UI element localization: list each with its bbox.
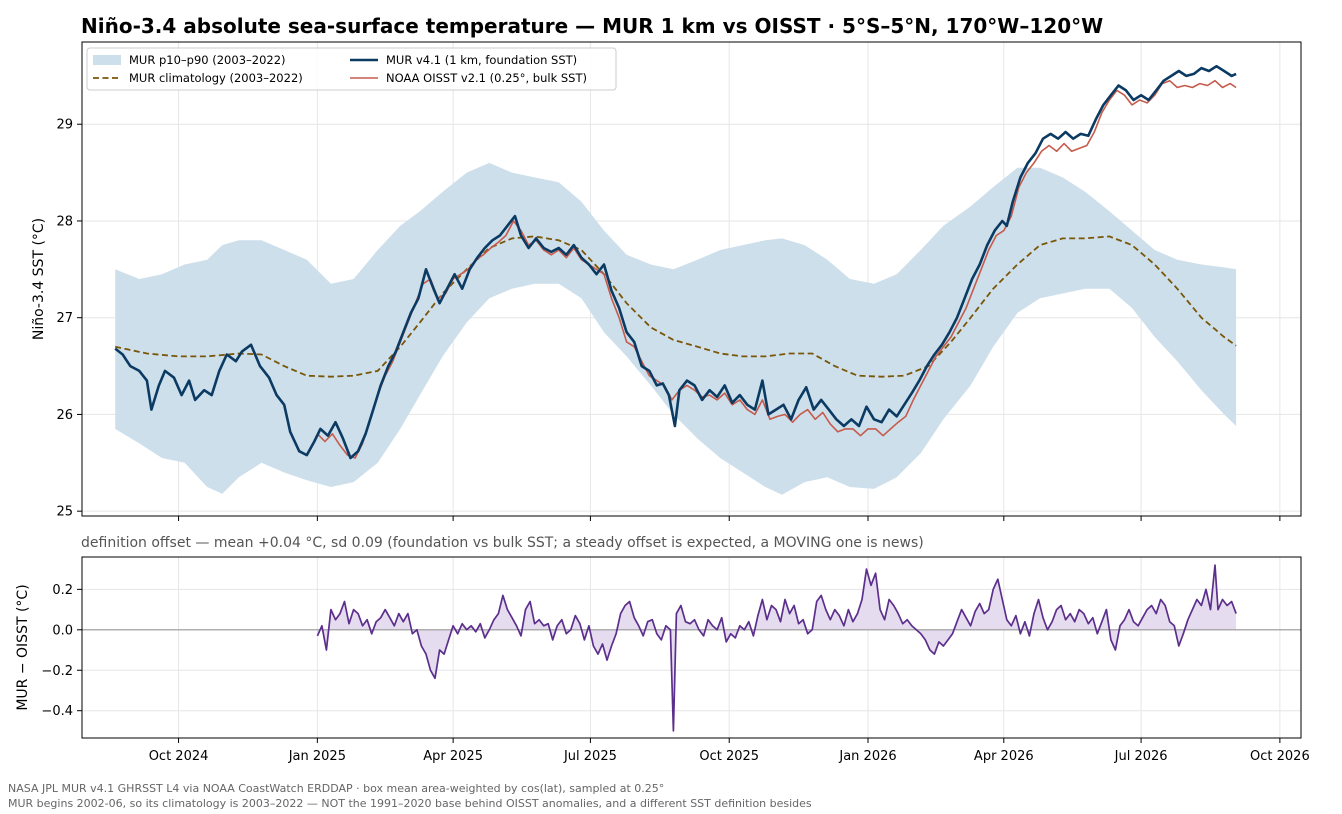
mur-line	[114, 64, 1237, 460]
sst-y-tick-label: 27	[56, 311, 73, 326]
offset-line	[316, 564, 1237, 732]
mur-p10-p90-band	[115, 162, 1237, 495]
sst-y-ticks: 25 26 27 28 29	[56, 118, 82, 520]
offset-fill	[317, 565, 1237, 731]
offset-gridlines	[82, 557, 1301, 738]
sst-y-tick-label: 25	[56, 505, 73, 520]
sst-y-tick-label: 29	[56, 118, 73, 133]
x-tick-label: Jan 2026	[838, 749, 896, 764]
offset-axes-frame	[81, 556, 1302, 739]
x-tick-label: Oct 2025	[699, 749, 759, 764]
footer-source-note: NASA JPL MUR v4.1 GHRSST L4 via NOAA Coa…	[8, 782, 665, 795]
offset-y-axis-label: MUR − OISST (°C)	[15, 584, 31, 710]
legend-box	[86, 47, 617, 91]
footer-climatology-note: MUR begins 2002-06, so its climatology i…	[8, 797, 812, 810]
x-tick-label: Oct 2024	[149, 749, 209, 764]
legend-band-label: MUR p10–p90 (2003–2022)	[129, 53, 286, 67]
sst-x-ticks	[178, 516, 1281, 521]
offset-y-ticks: 0.2 0.0 −0.2 −0.4	[41, 583, 82, 719]
offset-panel-title: definition offset — mean +0.04 °C, sd 0.…	[81, 535, 924, 551]
chart-title: Niño-3.4 absolute sea-surface temperatur…	[81, 14, 1103, 38]
offset-y-tick-label: 0.2	[52, 583, 73, 598]
legend-band-swatch	[93, 55, 121, 65]
offset-x-ticks: Oct 2024 Jan 2025 Apr 2025 Jul 2025 Oct 2025…	[149, 738, 1310, 764]
legend-oisst-label: NOAA OISST v2.1 (0.25°, bulk SST)	[386, 71, 587, 85]
sst-y-tick-label: 26	[56, 408, 73, 423]
x-tick-label: Apr 2026	[974, 749, 1034, 764]
sst-y-axis-label: Niño-3.4 SST (°C)	[31, 218, 47, 340]
legend-climatology-label: MUR climatology (2003–2022)	[129, 71, 303, 85]
mur-climatology-line	[115, 235, 1237, 378]
x-tick-label: Oct 2026	[1250, 749, 1310, 764]
x-tick-label: Jan 2025	[288, 749, 346, 764]
offset-panel: 0.2 0.0 −0.2 −0.4 Oct 2024 Jan 2025 Apr 2025 J…	[15, 556, 1310, 764]
x-tick-label: Jul 2025	[563, 749, 617, 764]
x-tick-label: Jul 2026	[1114, 749, 1168, 764]
legend-mur-label: MUR v4.1 (1 km, foundation SST)	[386, 53, 577, 67]
sst-y-tick-label: 28	[56, 214, 73, 229]
x-tick-label: Apr 2025	[423, 749, 483, 764]
offset-y-tick-label: −0.4	[41, 704, 73, 719]
legend: MUR p10–p90 (2003–2022) MUR climatology …	[86, 47, 617, 91]
offset-y-tick-label: −0.2	[41, 664, 73, 679]
sst-panel: 25 26 27 28 29 Niño-3.4 SST (°C) MUR p10–p90…	[31, 41, 1302, 521]
sst-axes-frame	[81, 41, 1302, 517]
offset-y-tick-label: 0.0	[52, 623, 73, 638]
